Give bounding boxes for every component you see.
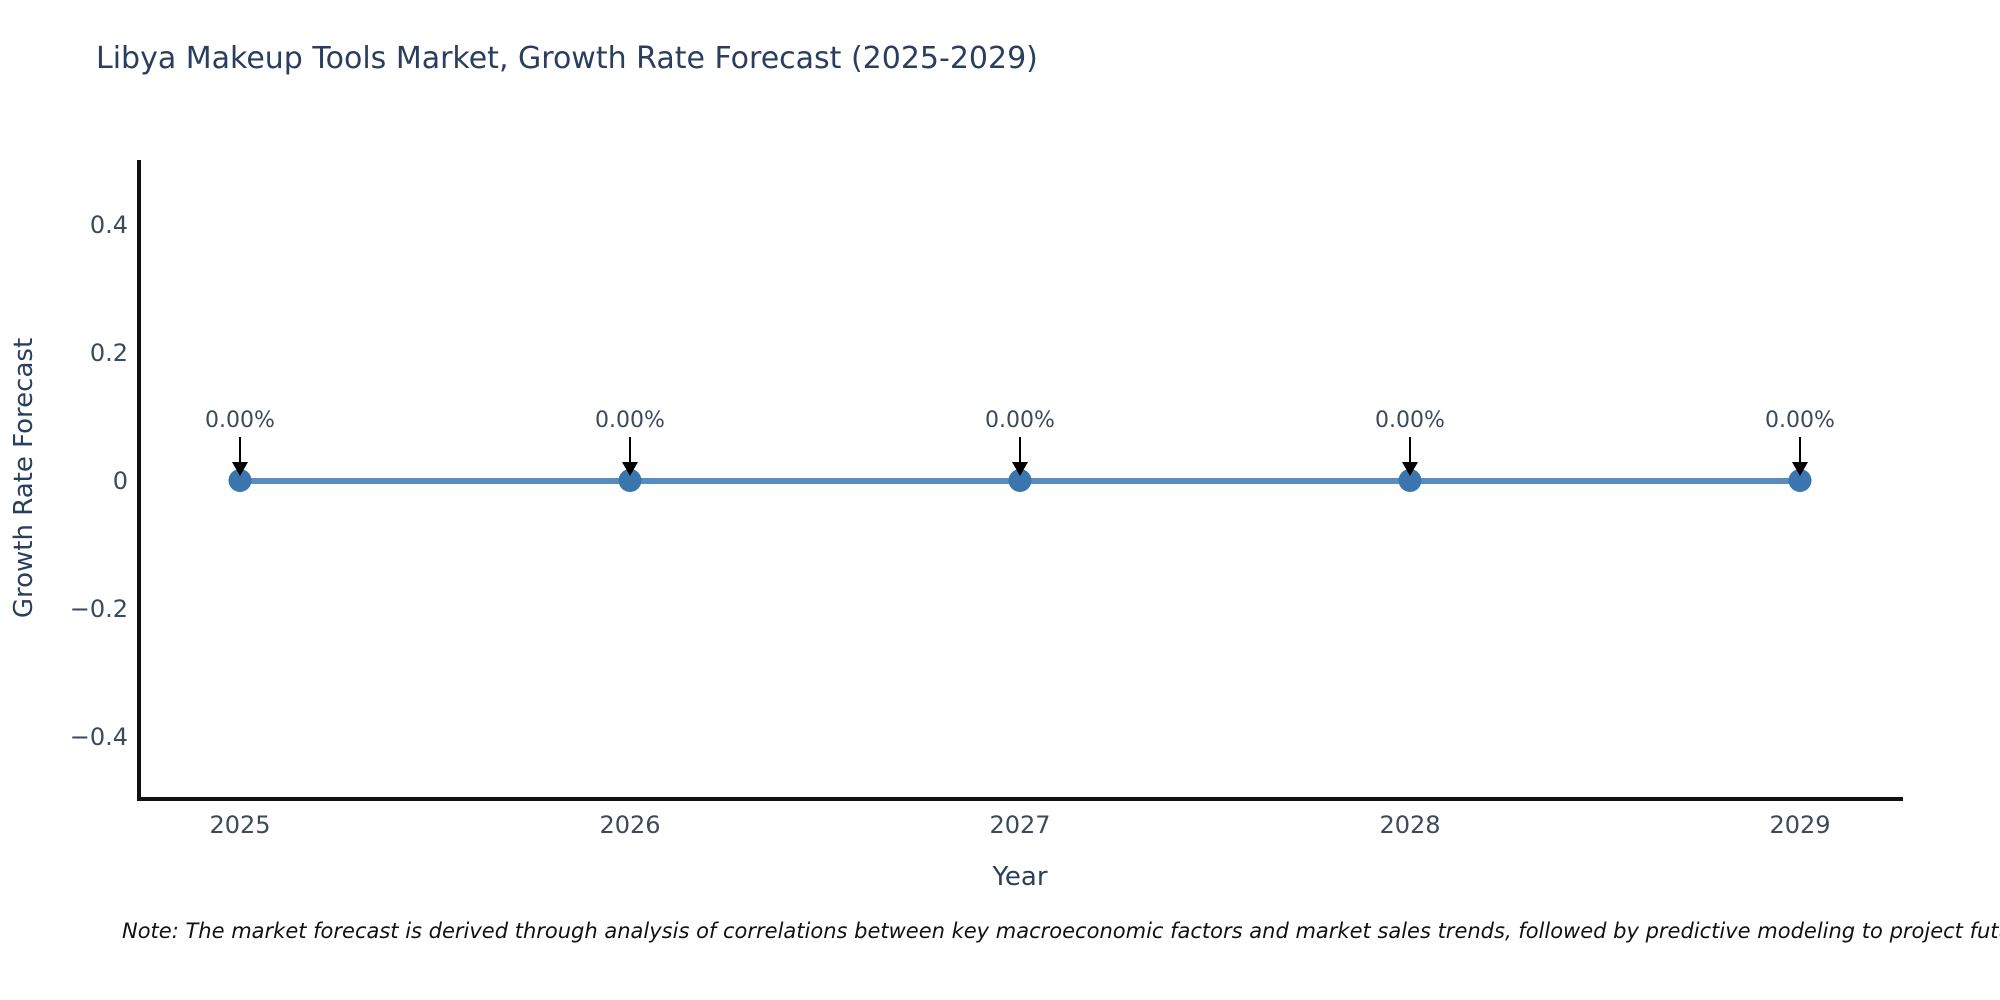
annotation-arrow (239, 437, 241, 463)
annotation-label: 0.00% (985, 408, 1055, 433)
annotation-label: 0.00% (1375, 408, 1445, 433)
annotation-arrowhead-icon (1402, 462, 1418, 476)
annotation-label: 0.00% (595, 408, 665, 433)
annotation-arrowhead-icon (622, 462, 638, 476)
y-tick-label: −0.2 (69, 595, 128, 623)
x-tick-label: 2027 (989, 811, 1051, 839)
annotation-arrowhead-icon (1012, 462, 1028, 476)
x-tick-label: 2029 (1769, 811, 1831, 839)
x-axis-line (137, 797, 1903, 801)
y-axis-line (137, 160, 141, 801)
x-tick-label: 2025 (209, 811, 271, 839)
annotation-arrowhead-icon (1792, 462, 1808, 476)
annotation-arrow (1019, 437, 1021, 463)
y-tick-label: 0.2 (89, 339, 128, 367)
annotation-arrow (1409, 437, 1411, 463)
annotation-arrow (1799, 437, 1801, 463)
annotation-arrowhead-icon (232, 462, 248, 476)
x-tick-label: 2026 (599, 811, 661, 839)
x-tick-label: 2028 (1379, 811, 1441, 839)
y-tick-label: 0 (112, 467, 128, 495)
annotation-label: 0.00% (1765, 408, 1835, 433)
note-text: Note: The market forecast is derived thr… (122, 919, 2000, 943)
y-tick-label: −0.4 (69, 723, 128, 751)
y-tick-label: 0.4 (89, 211, 128, 239)
x-axis-title: Year (992, 862, 1048, 892)
annotation-arrow (629, 437, 631, 463)
chart-title: Libya Makeup Tools Market, Growth Rate F… (96, 41, 1038, 76)
annotation-label: 0.00% (205, 408, 275, 433)
